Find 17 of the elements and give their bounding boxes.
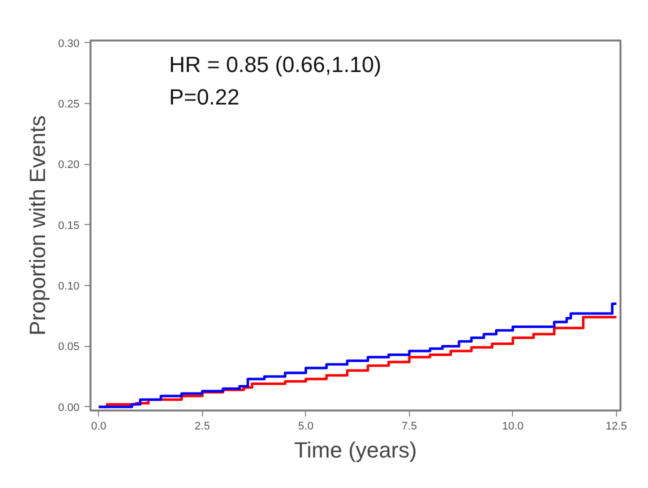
y-tick-label: 0.05 xyxy=(58,341,80,354)
x-tick-label: 12.5 xyxy=(606,420,628,432)
x-tick-label: 2.5 xyxy=(194,420,210,432)
y-tick-label: 0.20 xyxy=(58,159,80,172)
x-tick-label: 0.0 xyxy=(91,420,106,432)
x-tick-label: 7.5 xyxy=(402,420,417,432)
y-tick-label: 0.00 xyxy=(58,402,80,414)
x-tick-label: 5.0 xyxy=(298,420,314,432)
x-axis-title: Time (years) xyxy=(294,438,417,462)
annotation: P=0.22 xyxy=(169,84,240,110)
x-tick-label: 10.0 xyxy=(502,420,524,432)
annotation: HR = 0.85 (0.66,1.10) xyxy=(169,52,382,77)
y-tick-label: 0.25 xyxy=(58,98,80,111)
y-tick-label: 0.15 xyxy=(58,220,80,232)
y-axis-title: Proportion with Events xyxy=(25,115,50,336)
y-tick-label: 0.10 xyxy=(58,280,80,293)
y-tick-label: 0.30 xyxy=(58,38,80,50)
